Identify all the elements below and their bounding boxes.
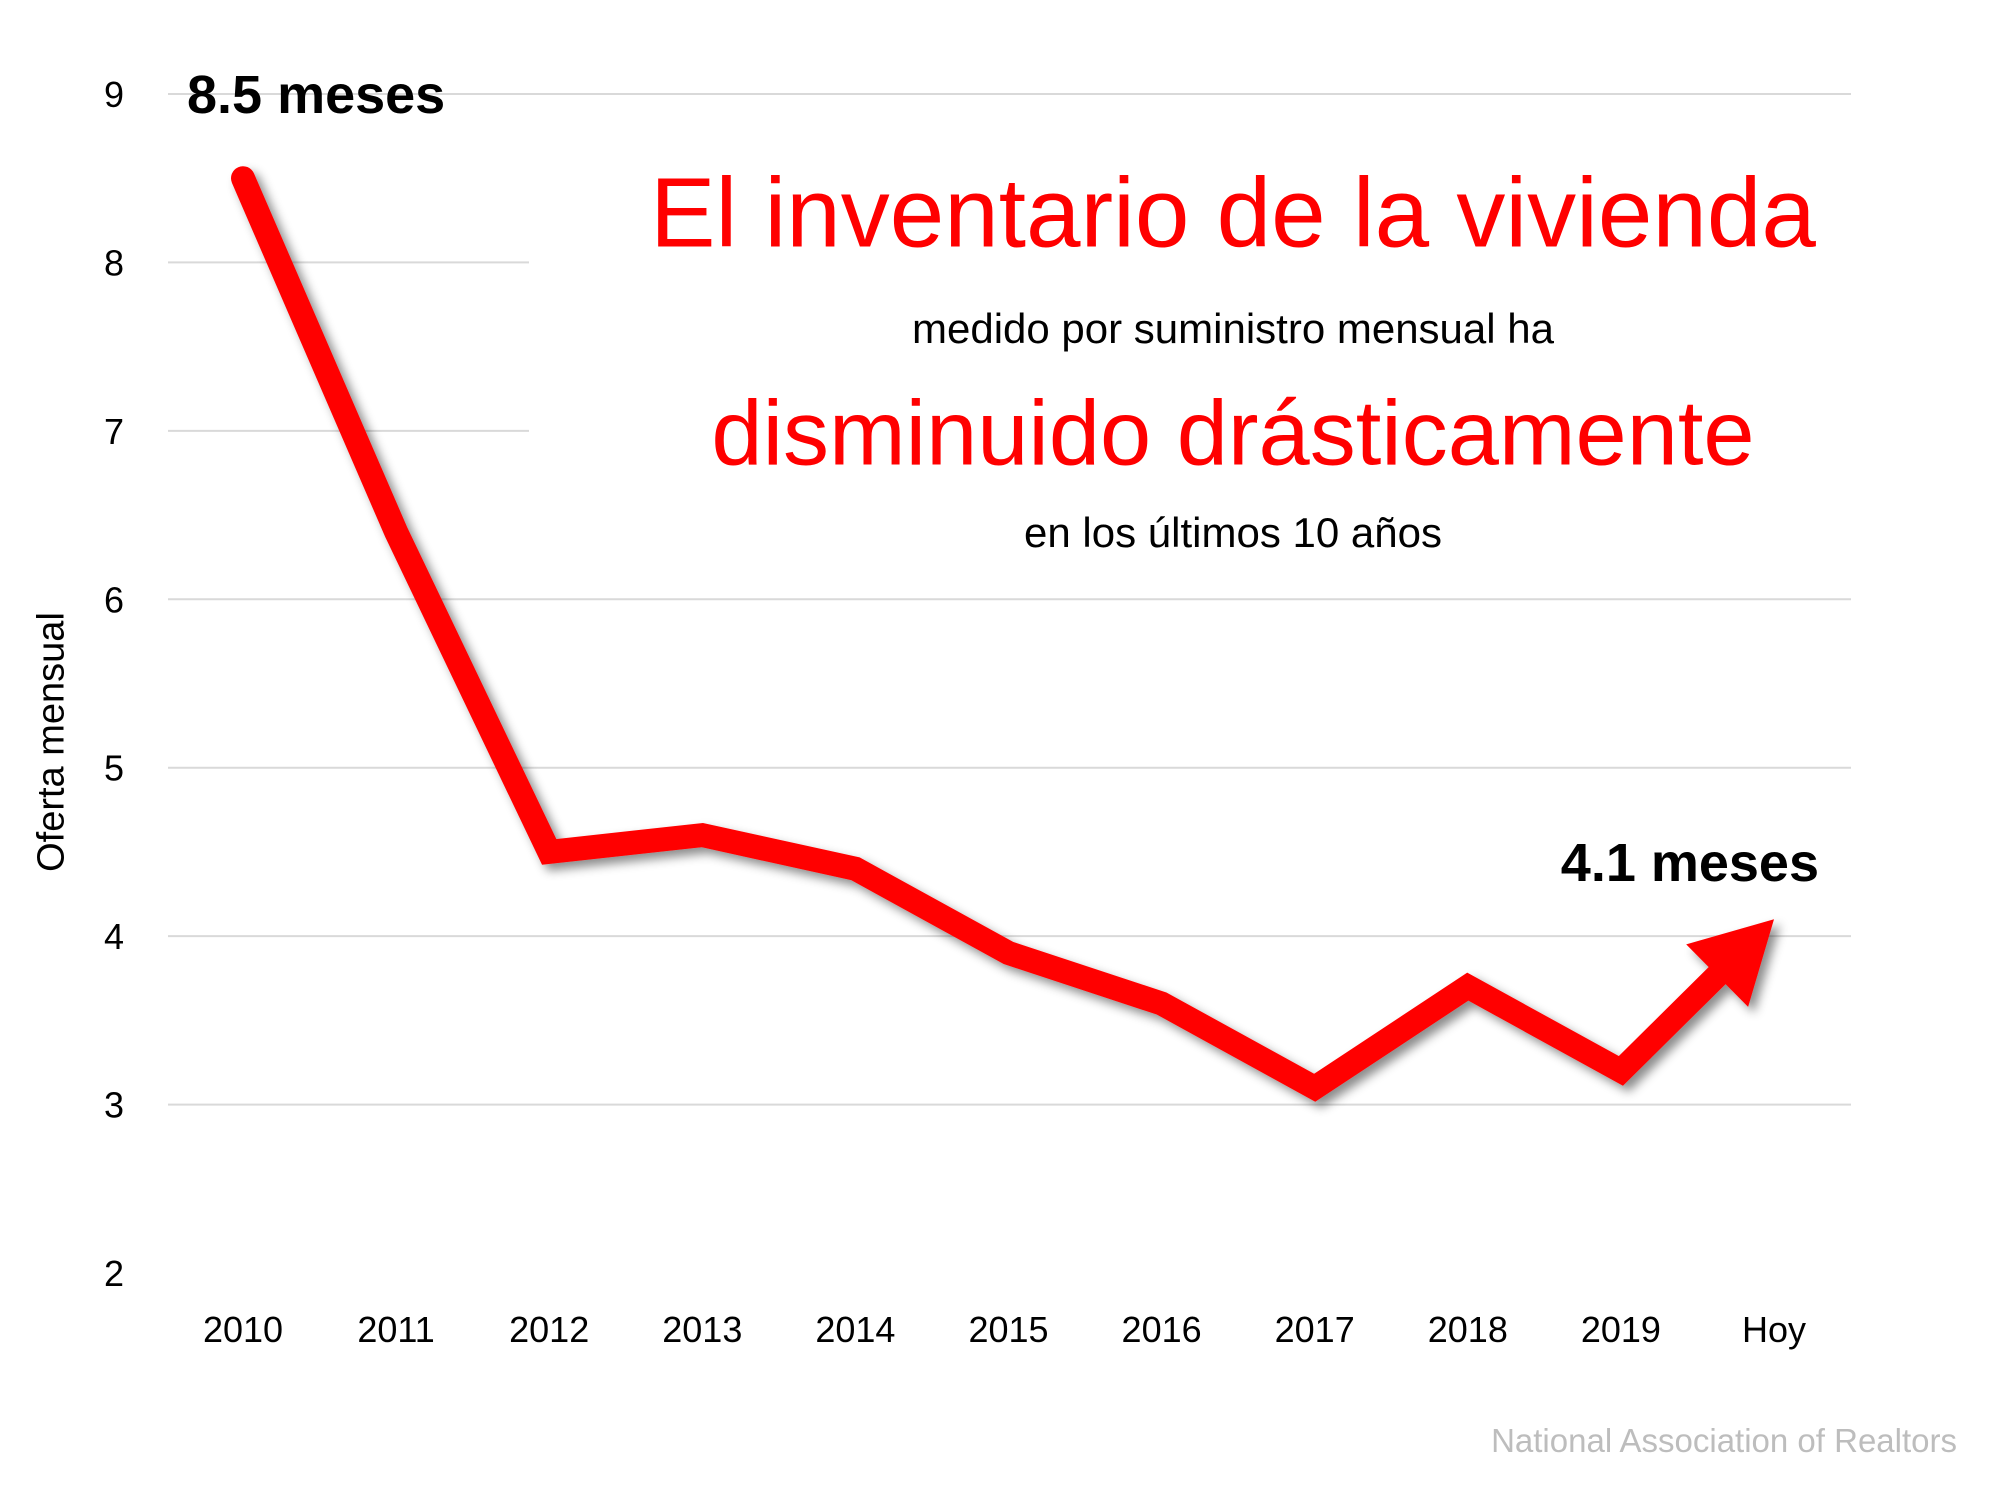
- x-tick-label: Hoy: [1742, 1309, 1806, 1350]
- x-tick-label: 2015: [968, 1309, 1048, 1350]
- arrowhead: [1686, 919, 1774, 1007]
- y-tick-label: 4: [104, 916, 124, 957]
- x-tick-label: 2017: [1275, 1309, 1355, 1350]
- series-line: [231, 166, 1733, 1102]
- x-tick-label: 2010: [203, 1309, 283, 1350]
- subtitle-line-2: disminuido drásticamente: [711, 382, 1755, 485]
- end-annotation: 4.1 meses: [1560, 833, 1819, 893]
- series-line-group: [231, 166, 1774, 1102]
- chart-title: El inventario de la vivienda: [650, 157, 1816, 268]
- y-axis-label: Oferta mensual: [30, 612, 73, 872]
- start-annotation: 8.5 meses: [187, 65, 446, 125]
- x-tick-label: 2014: [815, 1309, 895, 1350]
- subtitle-line-3: en los últimos 10 años: [1024, 509, 1442, 556]
- x-tick-label: 2018: [1428, 1309, 1508, 1350]
- y-tick-label: 8: [104, 242, 124, 283]
- x-tick-label: 2016: [1122, 1309, 1202, 1350]
- y-tick-label: 5: [104, 748, 124, 789]
- y-tick-label: 2: [104, 1253, 124, 1294]
- y-tick-label: 6: [104, 579, 124, 620]
- x-tick-label: 2012: [509, 1309, 589, 1350]
- x-tick-label: 2011: [357, 1309, 434, 1350]
- subtitle-line-1: medido por suministro mensual ha: [912, 305, 1554, 352]
- source-note: National Association of Realtors: [1491, 1422, 1957, 1459]
- y-tick-label: 9: [104, 74, 124, 115]
- x-tick-label: 2013: [662, 1309, 742, 1350]
- y-tick-label: 3: [104, 1085, 124, 1126]
- x-tick-label: 2019: [1581, 1309, 1661, 1350]
- y-tick-label: 7: [104, 411, 124, 452]
